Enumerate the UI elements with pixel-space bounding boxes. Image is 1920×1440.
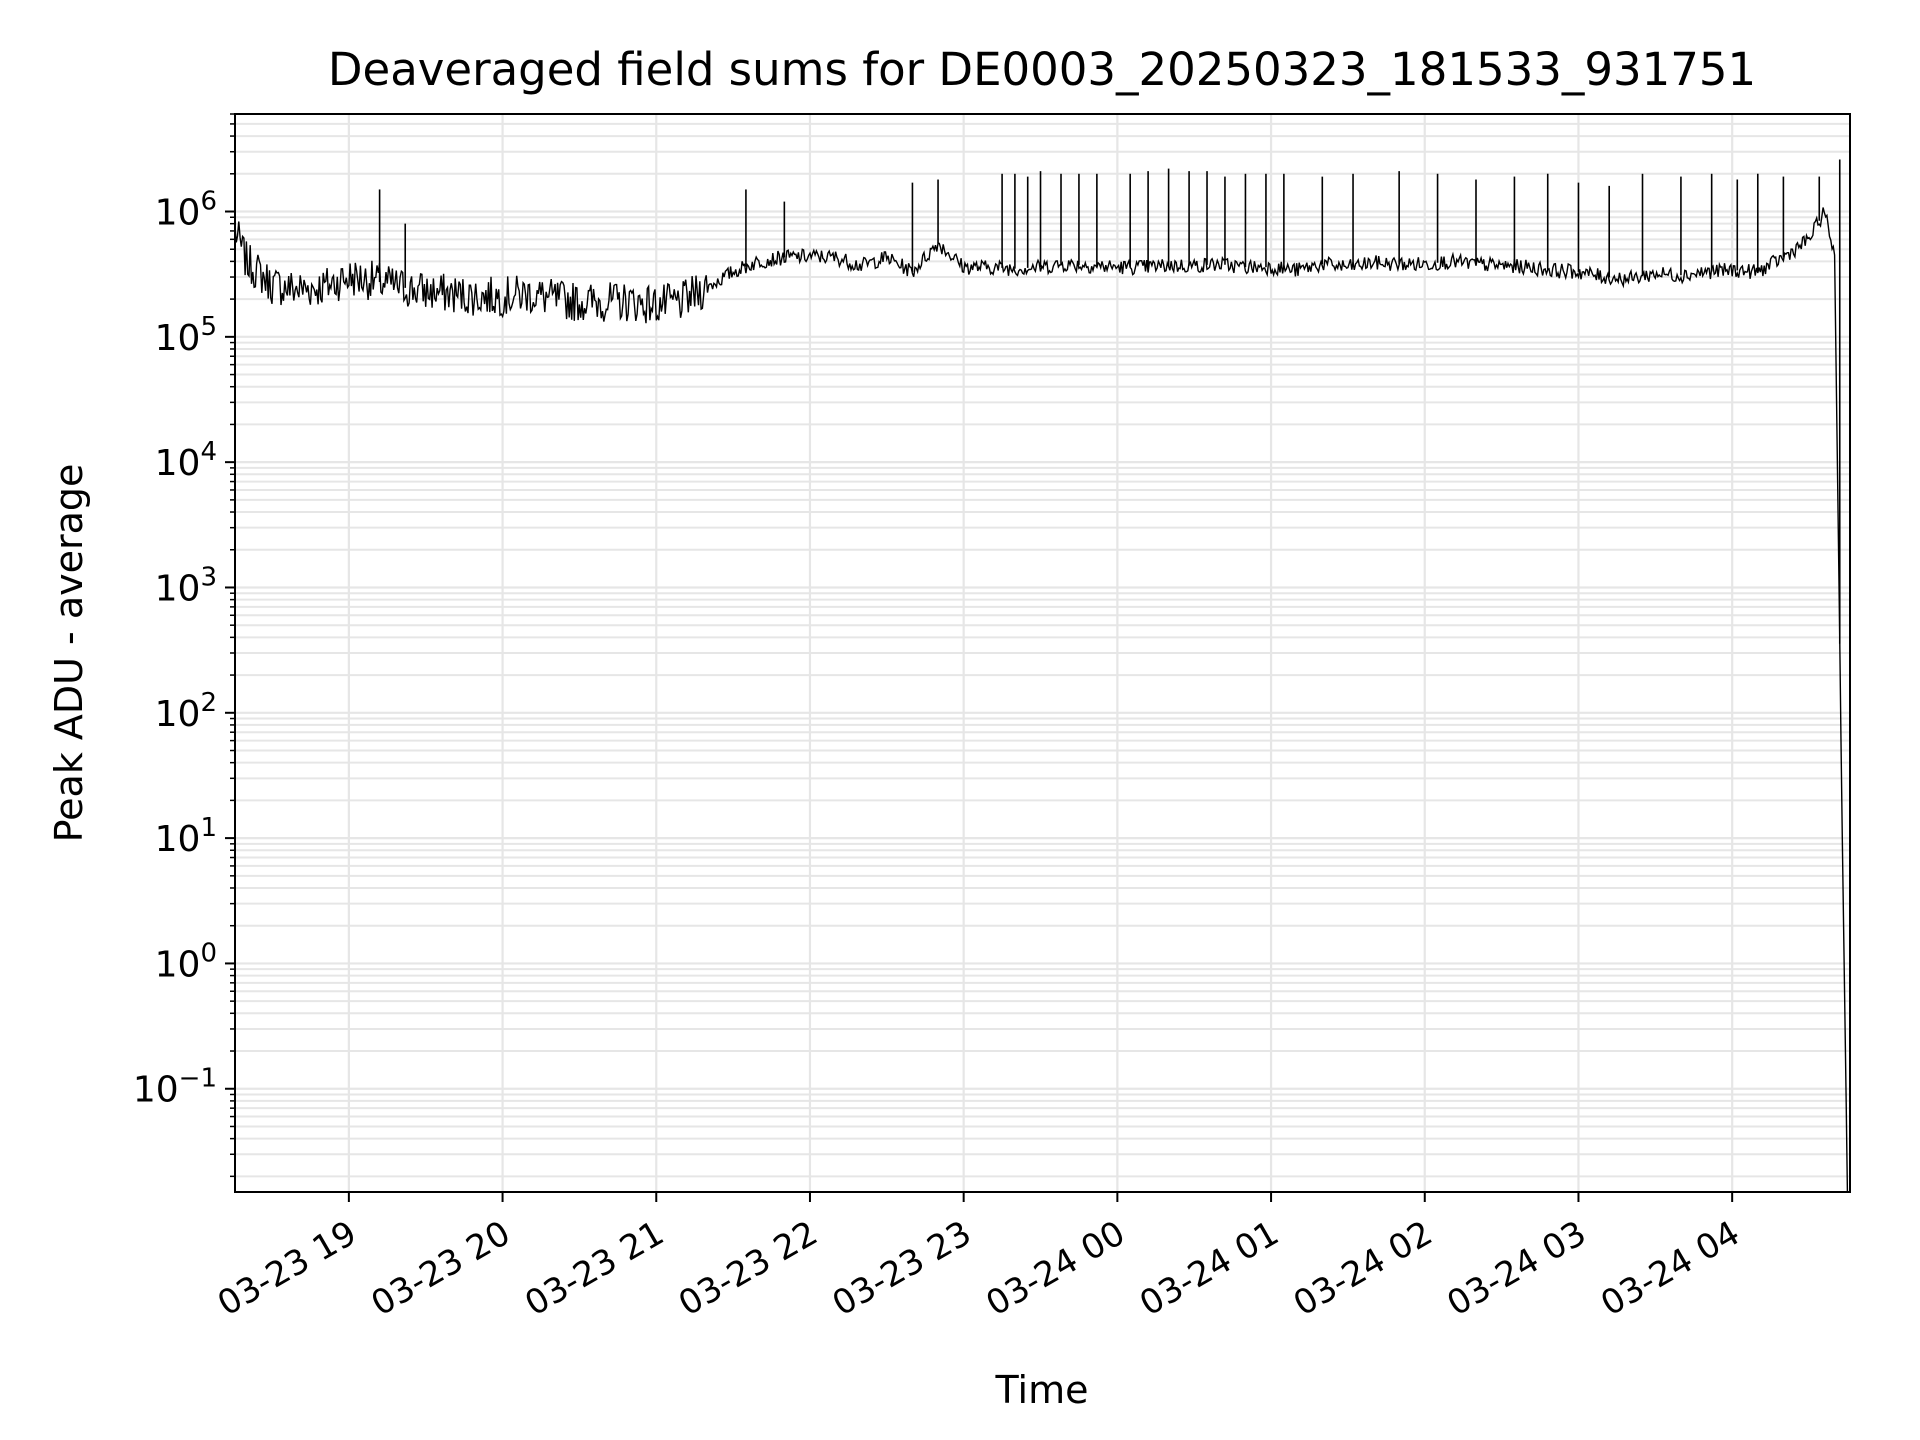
y-tick-label-base: 10 (133, 1070, 179, 1111)
y-tick-label-base: 10 (155, 694, 201, 735)
y-tick-label-exponent: −1 (179, 1064, 217, 1094)
y-tick-label-exponent: 2 (200, 688, 217, 718)
y-tick-label-base: 10 (155, 443, 201, 484)
y-tick-label: 103 (155, 562, 217, 609)
y-tick-label: 104 (155, 437, 217, 484)
y-tick-label-exponent: 5 (200, 312, 217, 342)
y-tick-label: 106 (155, 187, 217, 234)
y-tick-label-exponent: 0 (200, 938, 217, 968)
y-tick-label-base: 10 (155, 819, 201, 860)
y-tick-label: 105 (155, 312, 217, 359)
y-axis-label: Peak ADU - average (47, 464, 91, 843)
series-line (234, 207, 1849, 1193)
series-layer (234, 159, 1849, 1193)
y-tick-label-base: 10 (155, 944, 201, 985)
y-tick-label-base: 10 (155, 193, 201, 234)
y-tick-label-exponent: 6 (200, 187, 217, 217)
y-tick-label-exponent: 4 (200, 437, 217, 467)
y-tick-label: 100 (155, 938, 217, 985)
tick-marks (225, 113, 1734, 1202)
chart-title: Deaveraged field sums for DE0003_2025032… (328, 43, 1756, 96)
x-axis-label: Time (995, 1368, 1089, 1412)
y-tick-label: 102 (155, 688, 217, 735)
y-tick-label: 10−1 (133, 1064, 217, 1111)
y-tick-label-exponent: 3 (200, 562, 217, 592)
grid-lines (235, 113, 1850, 1192)
y-tick-label-base: 10 (155, 568, 201, 609)
y-tick-label-base: 10 (155, 318, 201, 359)
y-tick-label-exponent: 1 (200, 813, 217, 843)
y-tick-label: 101 (155, 813, 217, 860)
